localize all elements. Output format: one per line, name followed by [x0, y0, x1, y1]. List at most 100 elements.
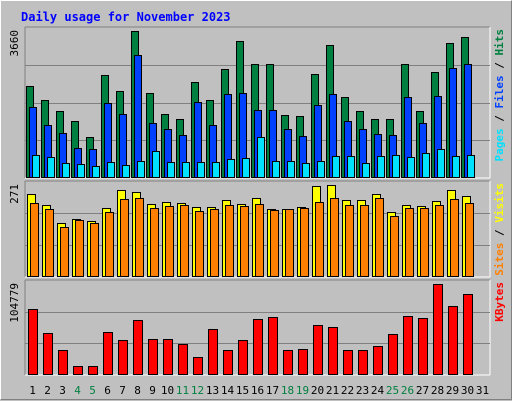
bar-sites-day-15 — [240, 206, 249, 277]
bar-pages-day-12 — [197, 162, 205, 178]
panel-kbytes: 104779 KBytes — [8, 279, 506, 376]
bar-pages-day-26 — [407, 157, 415, 178]
bar-kbytes-day-16 — [253, 319, 263, 375]
panel-hits-files-pages: 3660 Pages / Files / Hits — [8, 26, 506, 179]
bar-pages-day-21 — [332, 156, 340, 178]
day-label-30: 30 — [461, 384, 474, 397]
day-label-16: 16 — [251, 384, 264, 397]
bar-pages-day-8 — [137, 161, 145, 178]
bar-sites-day-14 — [225, 205, 234, 277]
bar-sites-day-22 — [345, 205, 354, 277]
bar-pages-day-10 — [167, 162, 175, 178]
day-label-28: 28 — [431, 384, 444, 397]
day-label-26: 26 — [401, 384, 414, 397]
bar-pages-day-20 — [317, 161, 325, 178]
day-label-4: 4 — [74, 384, 81, 397]
bar-kbytes-day-26 — [403, 316, 413, 375]
bar-kbytes-day-5 — [88, 366, 98, 375]
bar-kbytes-day-3 — [58, 350, 68, 375]
bar-pages-day-9 — [152, 151, 160, 178]
bar-sites-day-26 — [405, 208, 414, 277]
panel-visits-sites: 271 Sites / Visits — [8, 180, 506, 278]
bar-sites-day-6 — [105, 212, 114, 277]
legend-entry: KBytes — [493, 282, 506, 322]
bar-sites-day-13 — [210, 209, 219, 277]
bar-kbytes-day-22 — [343, 350, 353, 375]
day-label-25: 25 — [386, 384, 399, 397]
bar-kbytes-day-12 — [193, 357, 203, 375]
bar-kbytes-day-6 — [103, 332, 113, 375]
bar-pages-day-6 — [107, 162, 115, 178]
max-value-label: 3660 — [8, 30, 21, 57]
bar-sites-day-23 — [360, 205, 369, 277]
bar-sites-day-30 — [465, 203, 474, 277]
day-label-14: 14 — [221, 384, 235, 397]
day-label-18: 18 — [281, 384, 294, 397]
day-label-22: 22 — [341, 384, 354, 397]
bar-sites-day-17 — [270, 210, 279, 277]
day-label-1: 1 — [29, 384, 36, 397]
bar-sites-day-19 — [300, 208, 309, 277]
legend: KBytes — [493, 282, 506, 322]
bar-kbytes-day-28 — [433, 284, 443, 375]
bar-sites-day-1 — [30, 203, 39, 277]
day-labels: 1 2 3 4 5 6 7 8 9 10 11 12 13 14 15 16 17 18 19 20 21 22 23 24 2… — [29, 384, 489, 397]
bar-pages-day-2 — [47, 157, 55, 178]
chart-panels: 3660 Pages / Files / Hits 271 Sites / Visit… — [8, 26, 506, 376]
bar-sites-day-27 — [420, 208, 429, 277]
bar-kbytes-day-8 — [133, 320, 143, 375]
day-label-27: 27 — [416, 384, 429, 397]
bar-kbytes-day-7 — [118, 340, 128, 375]
bar-kbytes-day-17 — [268, 317, 278, 375]
day-label-20: 20 — [311, 384, 324, 397]
bar-sites-day-9 — [150, 208, 159, 277]
day-label-5: 5 — [89, 384, 96, 397]
day-label-29: 29 — [446, 384, 459, 397]
bar-pages-day-7 — [122, 165, 130, 178]
bar-sites-day-8 — [135, 198, 144, 277]
day-label-9: 9 — [149, 384, 156, 397]
bar-pages-day-23 — [362, 163, 370, 178]
bar-pages-day-4 — [77, 164, 85, 178]
legend: Pages / Files / Hits — [493, 29, 506, 162]
chart-title: Daily usage for November 2023 — [21, 10, 231, 24]
day-label-13: 13 — [206, 384, 219, 397]
bar-kbytes-day-13 — [208, 329, 218, 375]
legend-entry: Sites — [493, 243, 506, 276]
bar-sites-day-28 — [435, 205, 444, 277]
bar-kbytes-day-24 — [373, 346, 383, 375]
day-label-6: 6 — [104, 384, 111, 397]
bar-pages-day-22 — [347, 156, 355, 178]
bar-pages-day-11 — [182, 162, 190, 178]
bar-pages-day-18 — [287, 161, 295, 178]
day-label-31: 31 — [476, 384, 489, 397]
bar-kbytes-day-25 — [388, 334, 398, 375]
legend-entry: / — [493, 56, 506, 76]
bar-sites-day-25 — [390, 216, 399, 277]
bar-pages-day-13 — [212, 162, 220, 178]
legend-entry: / — [493, 109, 506, 129]
max-value-label: 271 — [8, 184, 21, 204]
day-label-23: 23 — [356, 384, 369, 397]
bar-sites-day-29 — [450, 199, 459, 277]
day-label-11: 11 — [176, 384, 189, 397]
bar-kbytes-day-10 — [163, 339, 173, 375]
bar-sites-day-3 — [60, 227, 69, 277]
day-label-3: 3 — [59, 384, 66, 397]
day-label-15: 15 — [236, 384, 249, 397]
bar-kbytes-day-21 — [328, 327, 338, 375]
legend-entry: Hits — [493, 29, 506, 56]
bar-pages-day-1 — [32, 155, 40, 178]
bar-pages-day-17 — [272, 161, 280, 178]
bar-pages-day-14 — [227, 159, 235, 178]
bar-kbytes-day-2 — [43, 333, 53, 375]
bar-kbytes-day-1 — [28, 309, 38, 375]
bar-sites-day-4 — [75, 220, 84, 277]
bar-pages-day-19 — [302, 163, 310, 178]
max-value-label: 104779 — [8, 283, 21, 323]
bar-pages-day-30 — [467, 155, 475, 178]
bar-pages-day-3 — [62, 163, 70, 178]
bar-sites-day-7 — [120, 199, 129, 277]
bar-sites-day-18 — [285, 209, 294, 277]
